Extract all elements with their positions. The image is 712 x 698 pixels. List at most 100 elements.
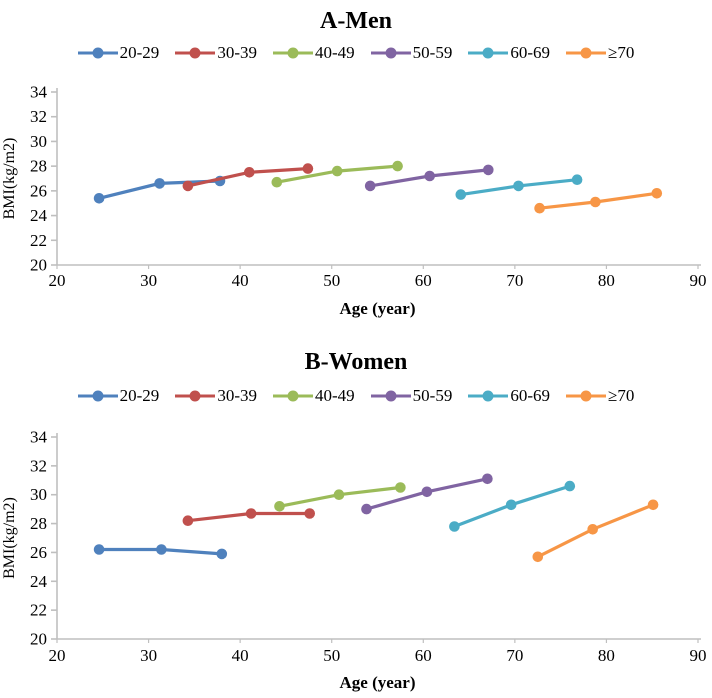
data-point (571, 174, 583, 185)
x-tick-label: 20 (49, 271, 66, 290)
legend-item-6: ≥70 (566, 43, 634, 63)
chart-legend-a-men: 20-29 30-39 40-49 50-59 60-69 ≥70 (0, 36, 712, 70)
legend-marker-icon (370, 390, 411, 401)
x-tick-label: 80 (598, 646, 615, 665)
y-tick-label: 26 (30, 181, 47, 200)
legend-label: 60-69 (510, 43, 550, 62)
data-point (392, 160, 403, 172)
data-point (182, 515, 194, 526)
data-point (505, 499, 517, 511)
data-point (455, 189, 467, 200)
legend-item-6: ≥70 (566, 386, 634, 406)
legend-label: 30-39 (217, 385, 257, 405)
chart-panel-b-women: B-Women 20-29 30-39 40-49 50-59 60-69 ≥70 20 2… (0, 330, 712, 697)
legend-item-4: 50-59 (370, 43, 453, 63)
data-point (274, 501, 285, 512)
legend-label: ≥70 (608, 43, 635, 62)
legend-marker-icon (566, 390, 606, 401)
legend-label: ≥70 (608, 385, 635, 405)
data-point (449, 521, 460, 532)
data-point (271, 176, 283, 188)
data-point (587, 524, 598, 535)
legend-marker-icon (566, 47, 606, 59)
legend-marker-icon (175, 47, 216, 59)
data-point (534, 202, 545, 214)
legend-item-3: 40-49 (272, 385, 355, 406)
data-point (361, 503, 372, 515)
data-point (395, 482, 406, 493)
legend-item-3: 40-49 (272, 43, 355, 63)
x-tick-label: 70 (506, 646, 523, 665)
x-tick-label: 80 (598, 271, 615, 290)
data-point (424, 170, 436, 182)
legend-item-2: 30-39 (175, 43, 257, 63)
data-point (331, 165, 343, 177)
chart-panel-a-men: A-Men 20-29 30-39 40-49 50-59 60-69 ≥70 20 22 2… (0, 0, 712, 330)
y-tick-label: 24 (30, 572, 48, 591)
legend-marker-icon (77, 390, 118, 401)
y-tick-label: 24 (30, 206, 48, 225)
data-point (647, 499, 659, 511)
y-tick-label: 30 (30, 485, 47, 504)
legend-label: 60-69 (510, 385, 550, 405)
x-axis-label: Age (year) (340, 299, 416, 318)
y-tick-label: 26 (30, 543, 47, 562)
legend-item-1: 20-29 (77, 43, 160, 63)
data-point (421, 486, 433, 498)
chart-legend-b-women: 20-29 30-39 40-49 50-59 60-69 ≥70 (0, 377, 712, 414)
x-tick-label: 90 (690, 646, 707, 665)
legend-label: 30-39 (217, 43, 257, 62)
data-point (364, 180, 376, 192)
x-tick-label: 40 (232, 646, 249, 665)
chart-plot-a-men: 20 22 24 26 28 30 32 34 20 30 40 50 60 70 80 90 Age (yea… (1, 83, 707, 319)
chart-title-b-women: B-Women (304, 349, 408, 375)
legend-label: 20-29 (119, 43, 160, 62)
data-point (182, 180, 194, 192)
y-tick-label: 32 (30, 107, 47, 126)
legend-label: 50-59 (412, 43, 453, 62)
data-point (333, 489, 345, 500)
legend-marker-icon (272, 390, 313, 401)
data-point (156, 544, 167, 555)
legend-item-5: 60-69 (468, 43, 550, 63)
y-tick-label: 20 (30, 256, 47, 275)
y-tick-label: 34 (30, 428, 48, 447)
data-point (483, 164, 494, 176)
chart-plot-b-women: 20 22 24 26 28 30 32 34 20 30 40 50 60 70 80 90 Age (yea… (1, 428, 707, 693)
data-point (93, 544, 105, 555)
x-tick-label: 50 (323, 646, 340, 665)
data-point (590, 196, 601, 208)
data-point (93, 193, 105, 204)
data-point (302, 163, 314, 174)
x-tick-label: 30 (140, 646, 157, 665)
data-point (651, 188, 663, 199)
legend-marker-icon (468, 390, 509, 401)
x-axis-label: Age (year) (340, 673, 416, 692)
x-tick-label: 60 (415, 271, 432, 290)
legend-marker-icon (77, 47, 118, 59)
y-axis-label: BMI(kg/m2) (1, 138, 18, 220)
data-point (482, 473, 493, 485)
x-tick-label: 70 (506, 271, 523, 290)
data-point (532, 551, 544, 563)
legend-marker-icon (468, 47, 509, 59)
legend-marker-icon (370, 47, 411, 59)
legend-label: 20-29 (119, 385, 160, 405)
x-tick-label: 50 (323, 271, 340, 290)
x-tick-label: 30 (140, 271, 157, 290)
legend-label: 40-49 (314, 385, 355, 405)
chart-title-a-men: A-Men (320, 8, 392, 34)
data-point (564, 480, 576, 492)
data-point (216, 548, 228, 560)
legend-item-4: 50-59 (370, 385, 453, 406)
legend-item-2: 30-39 (175, 386, 257, 406)
y-tick-label: 20 (30, 630, 47, 649)
x-tick-label: 20 (49, 646, 66, 665)
data-point (245, 508, 257, 519)
legend-label: 50-59 (412, 385, 453, 405)
x-tick-label: 90 (690, 271, 707, 290)
y-tick-label: 32 (30, 456, 47, 475)
legend-label: 40-49 (314, 43, 355, 62)
x-tick-label: 40 (232, 271, 249, 290)
